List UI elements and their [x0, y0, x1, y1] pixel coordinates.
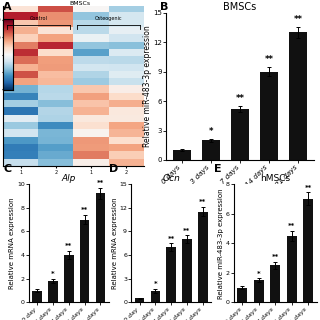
Text: *: * — [257, 270, 260, 276]
Bar — [96, 194, 105, 302]
Bar — [254, 280, 264, 302]
Bar — [290, 32, 307, 160]
Bar — [173, 150, 190, 160]
Y-axis label: Relative mRNA expression: Relative mRNA expression — [112, 197, 118, 289]
Text: **: ** — [183, 228, 191, 234]
Text: Control: Control — [29, 16, 47, 21]
Text: **: ** — [236, 93, 244, 103]
Bar — [135, 299, 144, 302]
Text: E: E — [214, 164, 222, 174]
Bar — [260, 72, 278, 160]
Text: Osteogenic: Osteogenic — [95, 16, 123, 21]
Text: **: ** — [97, 180, 104, 186]
Text: **: ** — [65, 243, 72, 249]
Bar — [80, 220, 89, 302]
Text: **: ** — [272, 254, 279, 260]
Title: Ocn: Ocn — [162, 174, 180, 183]
Title: Alp: Alp — [62, 174, 76, 183]
Text: D: D — [109, 164, 118, 174]
Y-axis label: Relative miR-483-3p expression: Relative miR-483-3p expression — [218, 188, 224, 299]
Text: **: ** — [81, 207, 88, 213]
Text: A: A — [3, 2, 12, 12]
Bar — [231, 109, 249, 160]
Bar — [198, 212, 208, 302]
Bar — [64, 255, 74, 302]
Bar — [303, 199, 313, 302]
Text: **: ** — [304, 185, 312, 191]
Text: **: ** — [168, 236, 175, 242]
Title: hMSCs: hMSCs — [260, 174, 290, 183]
Text: **: ** — [265, 55, 274, 64]
Title: BMSCs: BMSCs — [223, 2, 257, 12]
Bar — [270, 265, 280, 302]
Bar — [182, 239, 192, 302]
Bar — [202, 140, 220, 160]
Text: **: ** — [288, 223, 295, 229]
Text: B: B — [160, 2, 168, 12]
Text: **: ** — [294, 15, 303, 24]
Text: *: * — [51, 271, 55, 277]
Text: **: ** — [199, 199, 206, 205]
Text: *: * — [154, 281, 157, 287]
Y-axis label: Relative miR-483-3p expression: Relative miR-483-3p expression — [143, 26, 152, 147]
Bar — [151, 291, 160, 302]
Bar — [166, 247, 176, 302]
Bar — [287, 236, 297, 302]
Text: BMSCs: BMSCs — [69, 1, 91, 6]
Y-axis label: Relative mRNA expression: Relative mRNA expression — [10, 197, 15, 289]
Text: *: * — [209, 127, 213, 136]
Bar — [237, 288, 247, 302]
Text: C: C — [3, 164, 11, 174]
Bar — [32, 291, 42, 302]
Bar — [48, 281, 58, 302]
